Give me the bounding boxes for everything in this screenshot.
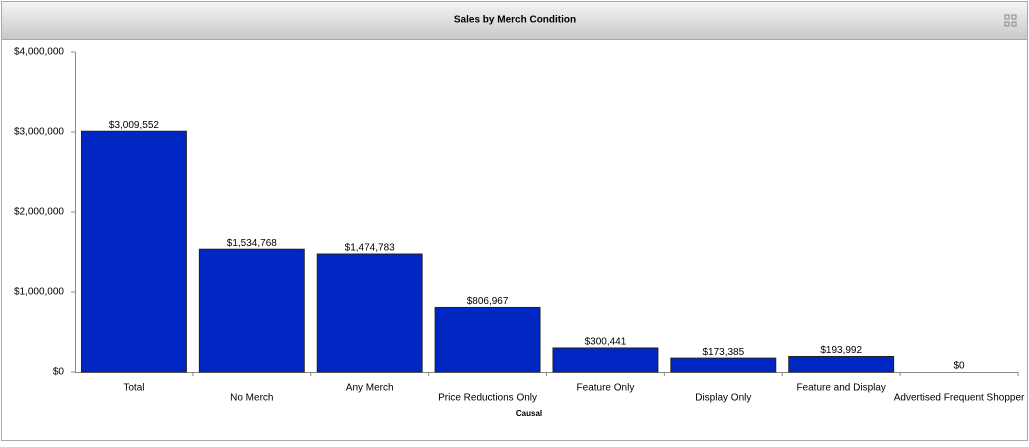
x-tick-label: Any Merch	[346, 383, 394, 394]
value-label: $0	[954, 361, 966, 372]
maximize-icon[interactable]	[1004, 14, 1017, 27]
bar	[434, 306, 541, 373]
y-tick-label: $1,000,000	[14, 287, 64, 298]
bar	[198, 248, 305, 373]
value-label: $173,385	[702, 347, 744, 358]
bar	[788, 355, 895, 373]
bar	[552, 347, 659, 373]
y-tick-label: $3,000,000	[14, 127, 64, 138]
y-tick-label: $4,000,000	[14, 47, 64, 58]
chart-title: Sales by Merch Condition	[454, 15, 576, 26]
value-label: $3,009,552	[109, 120, 159, 131]
x-axis-title: Causal	[516, 409, 542, 418]
x-tick-label: Total	[123, 383, 144, 394]
x-tick-label: Feature and Display	[796, 383, 886, 394]
value-label: $806,967	[467, 296, 509, 307]
panel-header	[2, 2, 1027, 39]
bar	[670, 357, 777, 373]
bar	[80, 130, 187, 373]
x-tick-label: Feature Only	[577, 383, 635, 394]
bar	[316, 253, 423, 373]
y-tick-label: $0	[53, 367, 65, 378]
x-tick-label: Advertised Frequent Shopper	[894, 393, 1025, 404]
y-tick-label: $2,000,000	[14, 207, 64, 218]
value-label: $193,992	[820, 345, 862, 356]
x-tick-label: No Merch	[230, 393, 273, 404]
x-tick-label: Display Only	[695, 393, 751, 404]
value-label: $1,534,768	[227, 238, 277, 249]
value-label: $300,441	[585, 337, 627, 348]
value-label: $1,474,783	[345, 243, 395, 254]
x-tick-label: Price Reductions Only	[438, 393, 537, 404]
